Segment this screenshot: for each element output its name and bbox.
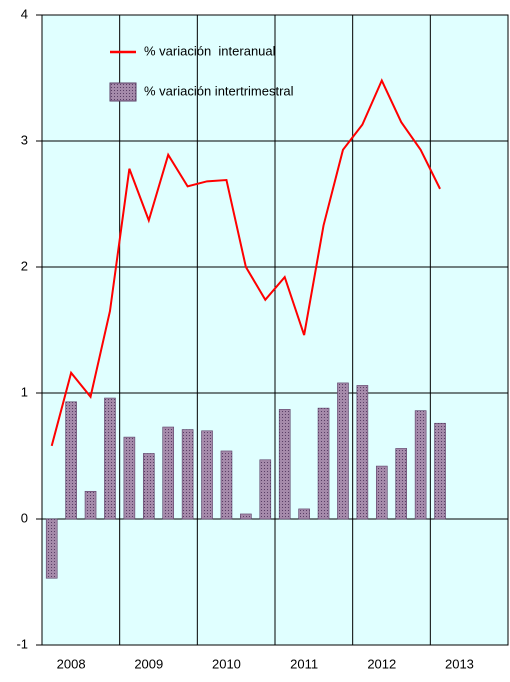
bar xyxy=(84,490,97,520)
bar xyxy=(414,410,427,520)
x-tick-label: 2011 xyxy=(290,656,318,671)
x-tick-label: 2013 xyxy=(445,656,474,671)
legend-swatch xyxy=(109,82,137,102)
line xyxy=(50,78,441,447)
bar xyxy=(298,508,310,520)
bar xyxy=(278,409,291,520)
bar xyxy=(434,422,446,520)
bar xyxy=(356,385,369,520)
y-tick-label: 1 xyxy=(21,384,28,399)
bar xyxy=(337,382,349,520)
bar xyxy=(375,465,388,520)
y-tick-label: 3 xyxy=(21,132,28,147)
y-tick-label: 4 xyxy=(21,6,28,21)
bar xyxy=(240,513,252,520)
legend-label: % variación interanual xyxy=(144,43,276,58)
bar xyxy=(45,518,58,579)
x-tick-label: 2010 xyxy=(212,656,241,671)
bar xyxy=(201,430,213,520)
bar xyxy=(65,401,77,520)
bar xyxy=(181,429,194,520)
bar xyxy=(162,426,175,520)
bar xyxy=(259,459,272,520)
bar xyxy=(142,453,155,520)
x-tick-label: 2009 xyxy=(134,656,163,671)
legend-label: % variación intertrimestral xyxy=(144,83,294,98)
x-tick-label: 2008 xyxy=(57,656,86,671)
bar xyxy=(317,407,330,520)
bar xyxy=(220,450,233,520)
y-tick-label: -1 xyxy=(16,636,28,651)
bar xyxy=(123,436,136,520)
bar xyxy=(104,397,116,520)
x-tick-label: 2012 xyxy=(367,656,396,671)
bar xyxy=(395,448,408,520)
y-tick-label: 2 xyxy=(21,258,28,273)
y-tick-label: 0 xyxy=(21,510,28,525)
